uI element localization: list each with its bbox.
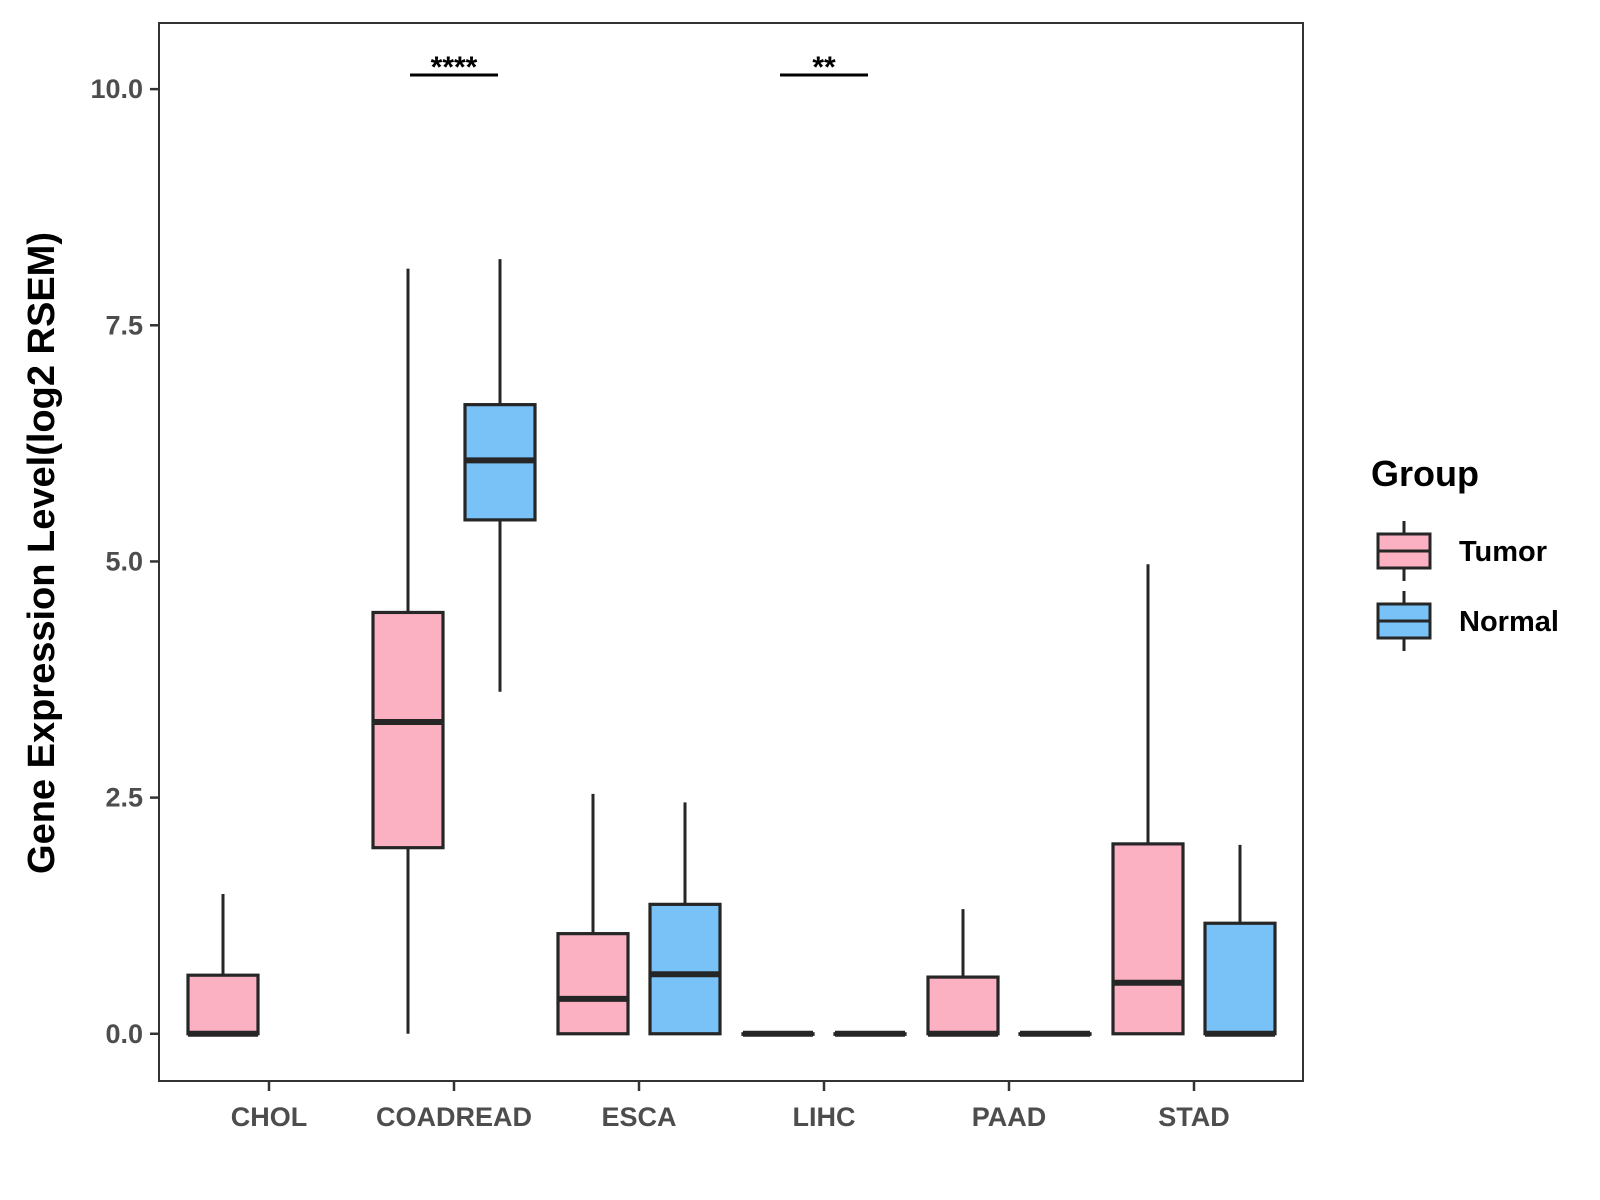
box-iqr: [1203, 921, 1277, 1036]
box-normal-lihc: [833, 1030, 907, 1037]
y-tick-label: 7.5: [105, 310, 143, 340]
box-tumor-esca: [556, 793, 630, 1036]
legend-title: Group: [1371, 453, 1479, 494]
box-tumor-lihc: [741, 1030, 815, 1037]
y-tick-label: 5.0: [105, 546, 143, 576]
box-normal-coadread: [463, 259, 537, 692]
box-tumor-paad: [926, 909, 1000, 1037]
x-tick-label: COADREAD: [376, 1102, 532, 1132]
box-iqr: [371, 610, 445, 850]
y-axis-title: Gene Expression Level(log2 RSEM): [21, 232, 63, 874]
legend-entry-tumor: Tumor: [1376, 521, 1547, 581]
box-normal-stad: [1203, 844, 1277, 1037]
box-tumor-chol: [186, 893, 260, 1037]
significance-annotations: **** **: [410, 51, 868, 84]
x-tick-label: STAD: [1158, 1102, 1230, 1132]
legend-label: Normal: [1459, 606, 1559, 638]
legend: Group Tumor Normal: [1371, 453, 1559, 651]
box-normal-esca: [648, 802, 722, 1036]
y-tick-label: 2.5: [105, 783, 143, 813]
box-tumor-coadread: [371, 268, 445, 1034]
x-tick-label: LIHC: [793, 1102, 856, 1132]
axes: 0.0 2.5 5.0 7.5 10.0 CHOL COADREAD ESCA LIHC PAAD…: [90, 74, 1229, 1132]
significance-label: **: [812, 51, 836, 84]
significance-label: ****: [431, 51, 478, 84]
box-normal-paad: [1018, 1030, 1092, 1037]
box-tumor-stad: [1111, 564, 1185, 1036]
box-iqr: [1111, 842, 1185, 1036]
legend-entry-normal: Normal: [1376, 591, 1559, 651]
box-iqr: [926, 975, 1000, 1036]
x-tick-label: PAAD: [972, 1102, 1047, 1132]
x-tick-label: CHOL: [231, 1102, 308, 1132]
y-tick-label: 0.0: [105, 1019, 143, 1049]
box-iqr: [186, 973, 260, 1036]
box-iqr: [648, 902, 722, 1036]
boxes: [186, 259, 1277, 1037]
legend-label: Tumor: [1459, 536, 1547, 568]
y-tick-label: 10.0: [90, 74, 143, 104]
box-iqr: [556, 932, 630, 1036]
x-tick-label: ESCA: [601, 1102, 676, 1132]
